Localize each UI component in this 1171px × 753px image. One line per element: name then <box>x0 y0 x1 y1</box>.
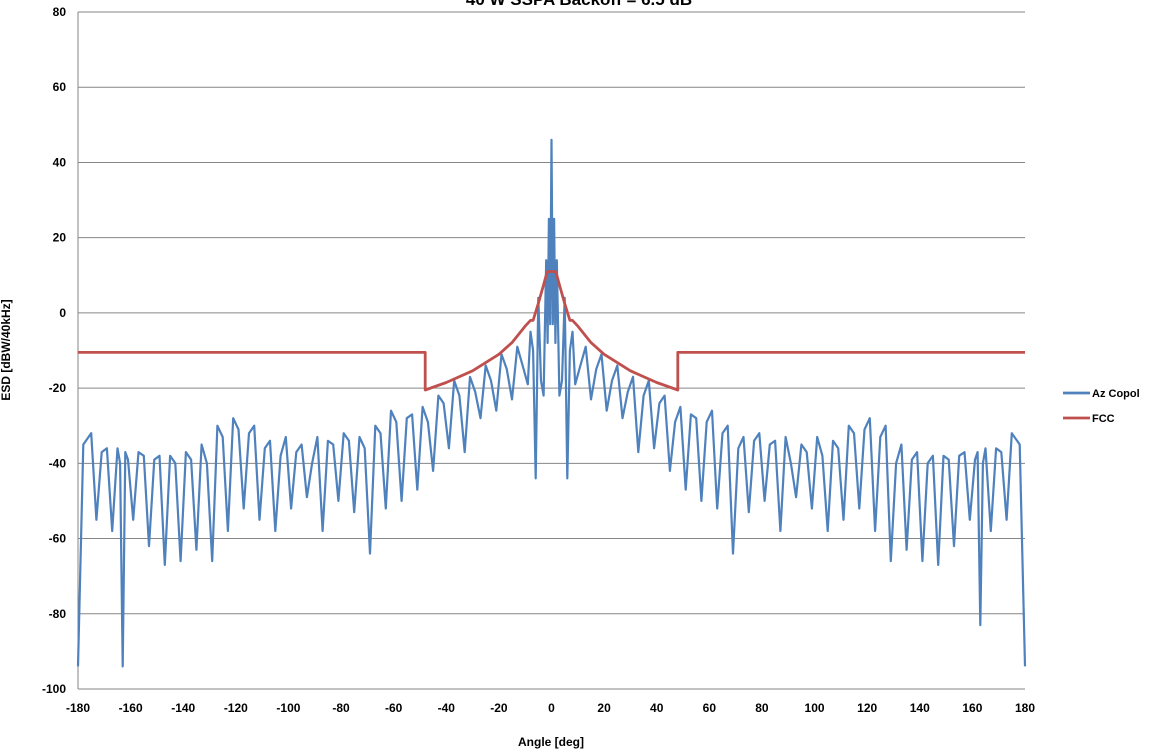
x-axis-title: Angle [deg] <box>518 735 584 749</box>
y-axis-tick-labels: -100 -80 -60 -40 -20 0 20 40 60 80 <box>42 5 66 696</box>
x-tick-label: -140 <box>171 701 195 715</box>
legend-label-az-copol: Az Copol <box>1092 388 1140 400</box>
legend-label-fcc: FCC <box>1092 413 1115 425</box>
x-tick-label: 20 <box>597 701 611 715</box>
y-tick-label: 60 <box>53 80 67 94</box>
x-tick-label: -180 <box>66 701 90 715</box>
x-axis-tick-labels: -180 -160 -140 -120 -100 -80 -60 -40 -20 0 20 40 60 8… <box>66 701 1035 715</box>
x-tick-label: 80 <box>755 701 769 715</box>
x-tick-label: 180 <box>1015 701 1035 715</box>
legend: Az Copol FCC <box>1063 388 1140 425</box>
x-tick-label: 40 <box>650 701 664 715</box>
y-tick-label: -20 <box>49 381 67 395</box>
y-tick-label: 20 <box>53 231 67 245</box>
x-tick-label: 120 <box>857 701 877 715</box>
x-tick-label: 60 <box>703 701 717 715</box>
y-tick-label: 0 <box>59 306 66 320</box>
x-tick-label: -80 <box>332 701 350 715</box>
y-tick-label: -100 <box>42 682 66 696</box>
y-tick-label: -40 <box>49 456 67 470</box>
chart-title: 40 W SSPA Backoff = 6.5 dB <box>466 0 692 9</box>
y-tick-label: -60 <box>49 532 67 546</box>
x-tick-label: -40 <box>438 701 456 715</box>
x-tick-label: -20 <box>490 701 508 715</box>
series-line-fcc <box>78 270 1025 392</box>
y-tick-label: 40 <box>53 155 67 169</box>
x-tick-label: -100 <box>276 701 300 715</box>
y-tick-label: -80 <box>49 607 67 621</box>
x-tick-label: -160 <box>119 701 143 715</box>
x-tick-label: -120 <box>224 701 248 715</box>
x-tick-label: 160 <box>962 701 982 715</box>
x-tick-label: -60 <box>385 701 403 715</box>
x-tick-label: 100 <box>805 701 825 715</box>
y-axis-title: ESD [dBW/40kHz] <box>0 299 13 400</box>
series-line-az-copol <box>76 138 1027 668</box>
y-tick-label: 80 <box>53 5 67 19</box>
x-tick-label: 0 <box>548 701 555 715</box>
series-layer <box>76 138 1027 668</box>
x-tick-label: 140 <box>910 701 930 715</box>
